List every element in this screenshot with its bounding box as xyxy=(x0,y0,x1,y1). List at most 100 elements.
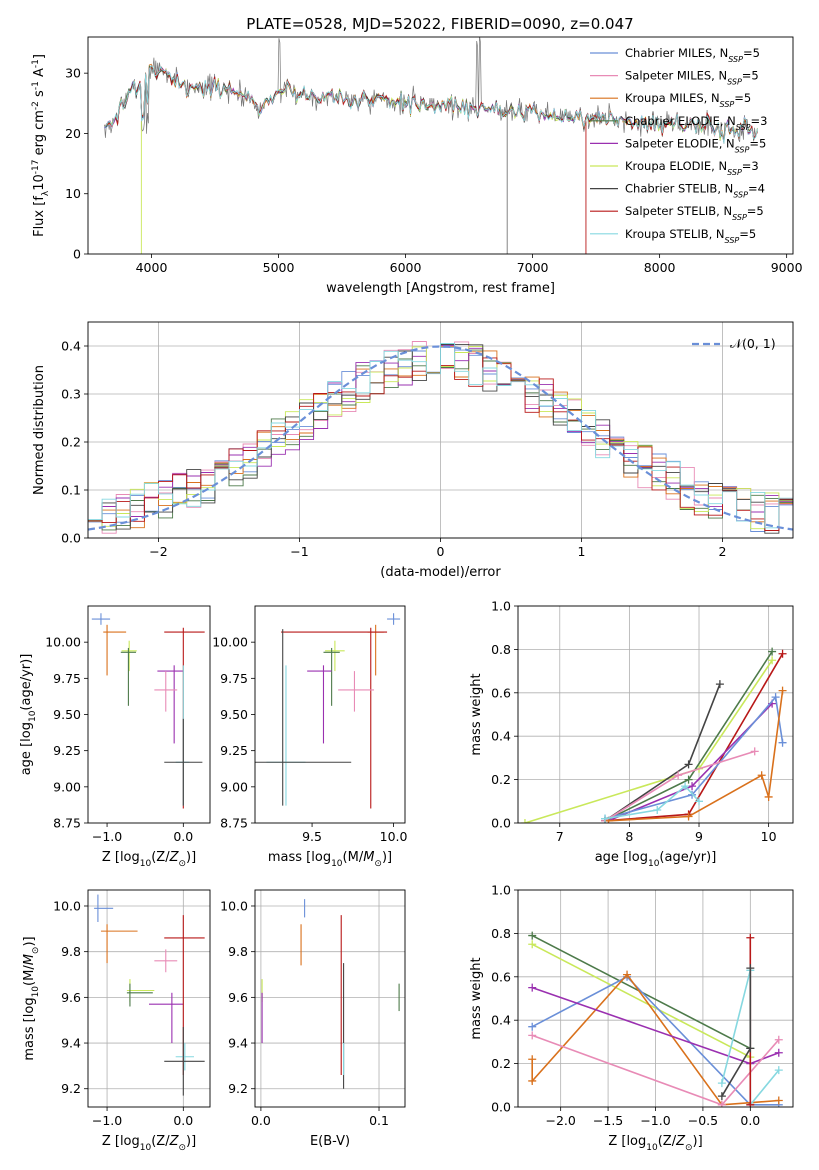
y-tick-label: 9.75 xyxy=(53,671,81,686)
weight-series-salpeter-elodie xyxy=(604,699,777,823)
weight-marker xyxy=(520,819,529,823)
errorbar-salpeter-miles xyxy=(338,671,375,712)
weight-series-kroupa-stelib xyxy=(601,782,704,823)
axes-frame xyxy=(87,321,794,539)
y-tick-label: 9.8 xyxy=(228,944,248,959)
errorbar-chabrier-stelib xyxy=(164,1027,205,1096)
y-tick-label: 9.6 xyxy=(228,990,248,1005)
y-tick-label: 1.0 xyxy=(491,599,511,614)
weight-marker xyxy=(750,747,759,756)
y-tick-label: 9.4 xyxy=(228,1036,248,1051)
axes-frame xyxy=(254,889,406,1108)
weight-marker xyxy=(684,760,693,769)
axes-frame xyxy=(87,889,211,1108)
errorbar-kroupa-elodie xyxy=(121,640,137,672)
errorbar-kroupa-elodie xyxy=(325,640,345,672)
weight-marker xyxy=(774,1066,783,1075)
axes-frame xyxy=(254,605,406,824)
y-tick-label: 0.4 xyxy=(491,1013,511,1028)
y-tick-label: 9.75 xyxy=(220,671,248,686)
y-tick-label: 9.25 xyxy=(220,743,248,758)
axes-frame xyxy=(517,889,794,1108)
weight-marker xyxy=(528,1076,537,1085)
weight-marker xyxy=(528,1022,537,1031)
errorbar-kroupa-stelib xyxy=(266,665,306,806)
x-tick-label: −2 xyxy=(149,544,167,559)
weight-marker xyxy=(684,775,693,784)
weight-marker xyxy=(768,656,777,665)
y-tick-label: 0.2 xyxy=(61,435,81,450)
x-tick-label: 10.0 xyxy=(380,829,408,844)
weight-marker xyxy=(688,782,697,791)
errorbar-kroupa-miles xyxy=(103,624,127,676)
weight-marker xyxy=(528,1055,537,1064)
weight-marker xyxy=(746,964,755,973)
panel-age_vs_Z: −1.0 0.0 8.75 9.00 9.25 9.50 9.75 10.00 Z [log10… xyxy=(19,605,211,869)
y-tick-label: 9.50 xyxy=(53,707,81,722)
errorbar-kroupa-miles xyxy=(100,924,138,964)
x-tick-label: 0.1 xyxy=(369,1113,389,1128)
x-tick-label: 9.5 xyxy=(302,829,322,844)
y-tick-label: 9.2 xyxy=(61,1081,81,1096)
plot-area-age_vs_mass xyxy=(255,613,401,809)
legend-label: 𝒩(0, 1) xyxy=(730,336,776,351)
weight-marker xyxy=(778,686,787,695)
gaussian-curve xyxy=(88,345,793,531)
y-tick-label: 0.6 xyxy=(491,969,511,984)
y-tick-label: 9.50 xyxy=(220,707,248,722)
figure-title: PLATE=0528, MJD=52022, FIBERID=0090, z=0… xyxy=(246,15,633,33)
y-tick-label: 8.75 xyxy=(220,816,248,831)
y-tick-label: 30 xyxy=(65,66,81,81)
weight-marker xyxy=(695,797,704,806)
spectrum-model-kroupa-stelib xyxy=(104,65,758,144)
weight-marker xyxy=(746,1100,755,1107)
y-tick-label: 10.0 xyxy=(53,898,81,913)
plot-area-residuals xyxy=(88,341,793,534)
y-tick-label: 9.25 xyxy=(53,743,81,758)
y-tick-label: 0 xyxy=(73,247,81,262)
legend-label: Chabrier STELIB, NSSP=4 xyxy=(625,182,765,200)
weight-marker xyxy=(623,970,632,979)
weight-series-kroupa-miles xyxy=(604,686,787,823)
legend-label: Kroupa STELIB, NSSP=5 xyxy=(625,227,756,245)
legend-label: Chabrier MILES, NSSP=5 xyxy=(625,46,760,64)
weight-marker xyxy=(528,940,537,949)
x-axis-label: mass [log10(M/M⊙)] xyxy=(268,850,392,869)
x-tick-label: 4000 xyxy=(136,260,168,275)
weight-marker xyxy=(757,771,766,780)
weight-marker xyxy=(684,812,693,821)
x-tick-label: 7 xyxy=(556,829,564,844)
x-tick-label: 9000 xyxy=(771,260,803,275)
errorbar-chabrier-miles xyxy=(94,894,114,922)
weight-marker xyxy=(717,1100,726,1107)
x-axis-label: E(B-V) xyxy=(310,1134,350,1149)
panel-spectrum: 4000 5000 6000 7000 8000 9000 0 10 20 30 wavelengt… xyxy=(31,36,803,296)
x-tick-label: −1.0 xyxy=(640,1113,670,1128)
weight-marker xyxy=(768,647,777,656)
y-tick-label: 9.6 xyxy=(61,990,81,1005)
x-axis-label: age [log10(age/yr)] xyxy=(595,850,717,869)
weight-series-chabrier-miles xyxy=(601,693,787,823)
panel-age_vs_mass: 9.5 10.0 8.75 9.00 9.25 9.50 9.75 10.00 mass [lo… xyxy=(212,605,408,869)
y-tick-label: 0.3 xyxy=(61,387,81,402)
panel-mass_vs_ebv: 0.0 0.1 9.2 9.4 9.6 9.8 10.0 E(B-V) xyxy=(220,889,406,1149)
weight-line xyxy=(604,695,784,820)
y-axis-label: mass weight xyxy=(469,957,484,1039)
y-tick-label: 10 xyxy=(65,186,81,201)
weight-marker xyxy=(528,931,537,940)
plot-area-mass_vs_ebv xyxy=(261,899,400,1089)
legend-label: Salpeter ELODIE, NSSP=5 xyxy=(625,136,766,154)
y-tick-label: 0.0 xyxy=(491,1100,511,1115)
axes-frame xyxy=(87,36,794,255)
errorbar-salpeter-miles xyxy=(154,949,178,973)
y-tick-label: 9.2 xyxy=(228,1081,248,1096)
y-tick-label: 10.0 xyxy=(220,898,248,913)
errorbar-chabrier-stelib xyxy=(164,718,203,806)
weight-series-chabrier-stelib xyxy=(717,964,755,1101)
x-tick-label: 1 xyxy=(578,544,586,559)
y-axis-label: Flux [fλ10-17 erg cm-2 s-1 A-1] xyxy=(31,54,51,237)
y-tick-label: 0.0 xyxy=(491,816,511,831)
x-tick-label: 8000 xyxy=(644,260,676,275)
x-axis-label: (data-model)/error xyxy=(380,565,501,580)
weight-marker xyxy=(674,771,683,780)
